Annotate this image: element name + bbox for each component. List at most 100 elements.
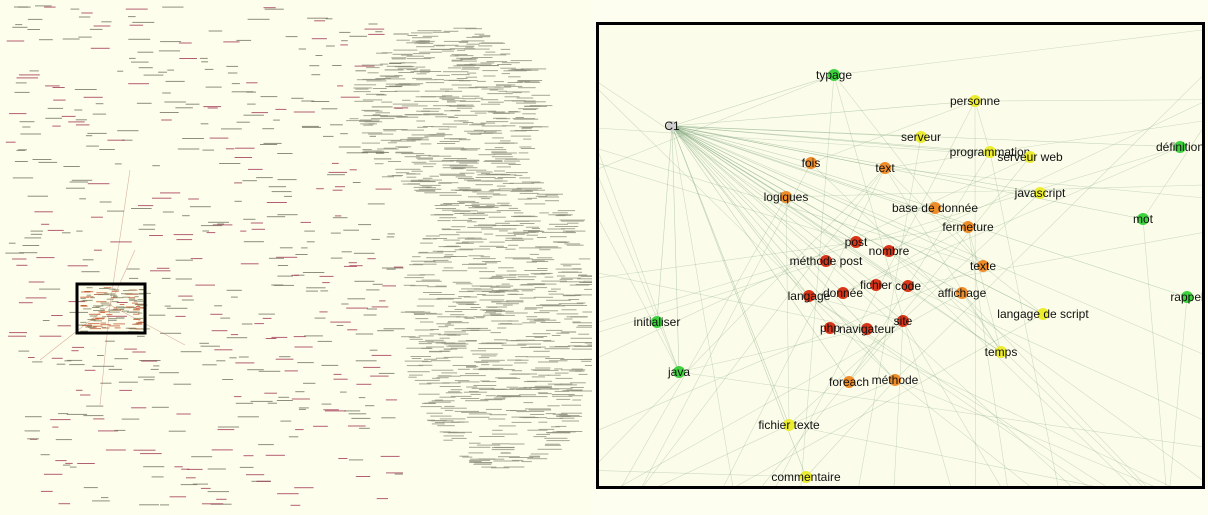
overview-word bbox=[454, 213, 465, 214]
graph-node[interactable]: temps bbox=[985, 345, 1018, 359]
graph-node[interactable]: méthode post bbox=[790, 254, 863, 268]
graph-node[interactable]: php bbox=[820, 321, 840, 335]
overview-word bbox=[532, 333, 551, 335]
overview-word bbox=[466, 43, 480, 45]
overview-word bbox=[491, 320, 513, 322]
graph-node[interactable]: fois bbox=[802, 156, 821, 170]
graph-edge bbox=[671, 125, 857, 243]
graph-edge bbox=[829, 327, 1171, 486]
graph-node[interactable]: navigateur bbox=[839, 322, 895, 336]
overview-word bbox=[383, 328, 405, 330]
overview-word bbox=[100, 322, 106, 324]
overview-word bbox=[437, 297, 462, 299]
overview-word bbox=[488, 101, 504, 103]
overview-word bbox=[575, 284, 592, 285]
overview-word bbox=[123, 307, 131, 309]
overview-word bbox=[300, 221, 311, 223]
overview-word bbox=[439, 217, 457, 219]
graph-edge bbox=[894, 379, 1031, 486]
overview-word bbox=[507, 232, 529, 234]
overview-word bbox=[248, 168, 263, 170]
overview-word bbox=[518, 108, 539, 110]
graph-node[interactable]: text bbox=[875, 161, 895, 175]
graph-node[interactable]: mot bbox=[1133, 212, 1154, 226]
overview-word bbox=[236, 39, 252, 41]
overview-word bbox=[76, 230, 83, 232]
graph-node[interactable]: initialiser bbox=[634, 315, 681, 329]
overview-word bbox=[361, 142, 380, 144]
graph-node[interactable]: post bbox=[845, 235, 868, 249]
overview-word bbox=[239, 466, 254, 468]
overview-word bbox=[469, 446, 491, 448]
overview-word bbox=[143, 224, 156, 226]
graph-node[interactable]: rappel bbox=[1170, 290, 1203, 304]
graph-node[interactable]: logiques bbox=[764, 190, 809, 204]
graph-node[interactable]: fichier texte bbox=[758, 418, 820, 432]
overview-word bbox=[582, 282, 592, 283]
overview-word bbox=[510, 130, 527, 132]
overview-word bbox=[533, 273, 546, 275]
graph-node[interactable]: fermeture bbox=[942, 220, 994, 234]
overview-word bbox=[386, 472, 403, 474]
overview-word bbox=[511, 421, 532, 423]
node-dot bbox=[879, 162, 891, 174]
overview-word bbox=[370, 375, 389, 377]
graph-node[interactable]: foreach bbox=[829, 375, 869, 389]
overview-word bbox=[531, 376, 545, 378]
graph-node[interactable]: serveur web bbox=[997, 150, 1063, 164]
overview-word bbox=[526, 316, 538, 318]
graph-node[interactable]: site bbox=[894, 314, 913, 328]
graph-edge bbox=[671, 125, 890, 252]
graph-edge bbox=[671, 125, 984, 267]
overview-word bbox=[294, 274, 305, 276]
graph-node[interactable]: C1 bbox=[664, 119, 680, 133]
overview-word bbox=[554, 390, 570, 392]
graph-node[interactable]: donnée bbox=[823, 286, 863, 300]
overview-word bbox=[209, 137, 229, 139]
graph-node[interactable]: méthode bbox=[872, 373, 919, 387]
graph-node[interactable]: base de donnée bbox=[892, 201, 978, 215]
graph-node[interactable]: fichier bbox=[860, 278, 892, 292]
overview-word bbox=[455, 242, 474, 244]
overview-word bbox=[406, 58, 432, 60]
overview-word bbox=[207, 107, 218, 109]
overview-word bbox=[12, 177, 34, 179]
graph-node[interactable]: personne bbox=[950, 94, 1000, 108]
overview-word bbox=[569, 284, 590, 286]
graph-node[interactable]: typage bbox=[816, 68, 852, 82]
overview-word bbox=[316, 188, 324, 190]
overview-word bbox=[434, 205, 447, 206]
overview-word bbox=[519, 394, 536, 396]
overview-word bbox=[236, 121, 250, 123]
overview-word bbox=[160, 192, 181, 194]
graph-node[interactable]: définition bbox=[1156, 140, 1204, 154]
overview-word bbox=[458, 178, 474, 179]
overview-word bbox=[395, 168, 421, 170]
overview-word bbox=[469, 63, 492, 65]
graph-node[interactable]: java bbox=[667, 365, 690, 379]
overview-word bbox=[561, 415, 571, 417]
overview-word bbox=[440, 407, 467, 409]
overview-word bbox=[397, 68, 418, 70]
overview-word bbox=[488, 190, 510, 192]
graph-node[interactable]: texte bbox=[970, 259, 996, 273]
overview-word bbox=[519, 177, 531, 179]
overview-word bbox=[410, 179, 431, 181]
overview-word bbox=[470, 307, 481, 308]
overview-word bbox=[406, 55, 424, 57]
overview-word bbox=[439, 141, 460, 142]
graph-node[interactable]: nombre bbox=[869, 244, 910, 258]
overview-word bbox=[490, 286, 511, 288]
node-dot bbox=[780, 191, 792, 203]
overview-word bbox=[502, 125, 516, 127]
graph-node[interactable]: serveur bbox=[901, 130, 941, 144]
graph-node[interactable]: commentaire bbox=[771, 470, 841, 484]
graph-node[interactable]: programmation bbox=[950, 145, 1031, 159]
graph-node[interactable]: code bbox=[895, 279, 921, 293]
graph-edge bbox=[848, 151, 991, 383]
graph-node[interactable]: javascript bbox=[1014, 186, 1066, 200]
overview-word bbox=[105, 449, 126, 451]
graph-node[interactable]: langage bbox=[788, 289, 831, 303]
graph-node[interactable]: langage de script bbox=[997, 307, 1089, 321]
graph-node[interactable]: affichage bbox=[938, 286, 987, 300]
